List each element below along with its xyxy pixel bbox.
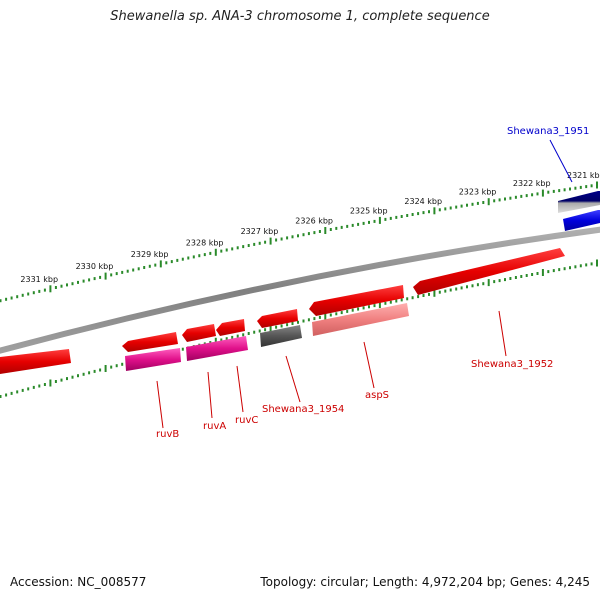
gene-ruvb-top[interactable] — [122, 332, 178, 352]
gene-labels: Shewana3_1951 Shewana3_1952 aspS Shewana… — [156, 126, 589, 440]
gene-ruvc-top[interactable] — [216, 319, 245, 336]
leader-shewana3-1954 — [285, 355, 301, 403]
tick-label: 2326 kbp — [295, 217, 333, 226]
gene-track-forward — [122, 191, 600, 352]
tick-label: 2331 kbp — [20, 275, 58, 284]
gene-label[interactable]: Shewana3_1951 — [507, 126, 589, 137]
gene-ruvb[interactable] — [125, 348, 181, 371]
leader-shewana3-1952 — [498, 310, 507, 357]
gene-ruva-top[interactable] — [182, 324, 216, 342]
leader-ruva — [207, 371, 213, 419]
gene-track-reverse — [0, 210, 600, 374]
tick-label: 2322 kbp — [513, 179, 551, 188]
gene-shewana3-1954-top[interactable] — [257, 309, 298, 328]
tick-label: 2330 kbp — [76, 262, 114, 271]
map-title: Shewanella sp. ANA-3 chromosome 1, compl… — [110, 9, 490, 24]
gene-left-edge[interactable] — [0, 349, 71, 374]
tick-label: 2324 kbp — [404, 197, 442, 206]
genome-stats-text: Topology: circular; Length: 4,972,204 bp… — [260, 575, 590, 589]
gene-label[interactable]: ruvA — [203, 421, 226, 432]
leader-ruvc — [236, 365, 244, 413]
gene-asps-top[interactable] — [309, 285, 404, 316]
tick-label: 2325 kbp — [350, 206, 388, 215]
gene-label[interactable]: Shewana3_1952 — [471, 359, 553, 370]
gene-shewana3-1951-top[interactable] — [558, 191, 600, 213]
tick-label: 2321 kbp — [567, 171, 600, 180]
gene-shewana3-1951[interactable] — [563, 210, 600, 231]
leader-asps — [363, 341, 375, 389]
gene-label[interactable]: ruvC — [235, 415, 258, 426]
gene-shewana3-1954[interactable] — [260, 325, 302, 347]
tick-labels: 2321 kbp 2322 kbp 2323 kbp 2324 kbp 2325 kbp… — [20, 171, 600, 284]
gene-label[interactable]: ruvB — [156, 429, 179, 440]
gene-label[interactable]: aspS — [365, 390, 389, 401]
gene-label[interactable]: Shewana3_1954 — [262, 404, 344, 415]
gene-shewana3-1952[interactable] — [413, 248, 565, 295]
tick-label: 2329 kbp — [131, 250, 169, 259]
gene-leader-lines — [156, 139, 573, 429]
tick-label: 2327 kbp — [241, 227, 279, 236]
leader-shewana3-1951 — [549, 139, 573, 183]
chromosome-backbone — [0, 226, 600, 354]
accession-text: Accession: NC_008577 — [10, 575, 147, 589]
tick-track-upper — [0, 181, 598, 303]
leader-ruvb — [156, 380, 164, 429]
tick-label: 2323 kbp — [459, 188, 497, 197]
tick-label: 2328 kbp — [186, 238, 224, 247]
gene-asps[interactable] — [312, 303, 409, 336]
gene-ruva[interactable] — [186, 336, 248, 361]
